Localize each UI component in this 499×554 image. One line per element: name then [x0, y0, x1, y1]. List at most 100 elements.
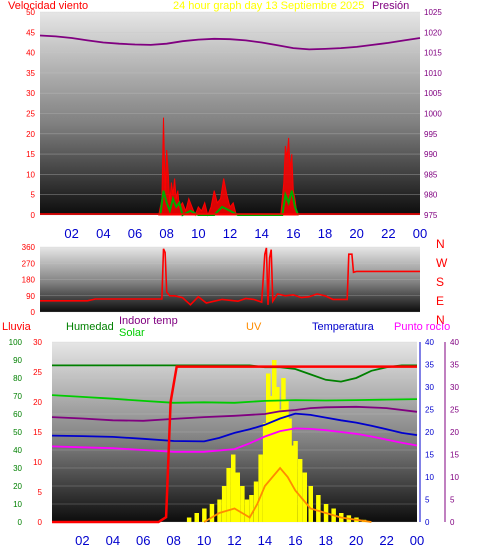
solar-bar [308, 486, 313, 522]
solar-bar [231, 454, 236, 522]
hour-tick-label: 22 [381, 226, 395, 241]
wind-gust-series [159, 190, 300, 217]
temperature-tick-label-alt: 35 [450, 361, 459, 370]
humidity-tick-label: 50 [13, 428, 22, 437]
pressure-tick-label: 995 [424, 130, 438, 139]
temperature-tick-label: 10 [425, 473, 434, 482]
hour-tick-label: 06 [136, 533, 150, 548]
solar-bar [186, 517, 192, 522]
hour-tick-label: 20 [349, 533, 363, 548]
compass-label: N [436, 237, 445, 251]
solar-bar [287, 418, 292, 522]
hour-tick-label: 00 [413, 226, 427, 241]
solar-bar [275, 387, 280, 522]
wind-tick-label: 45 [26, 28, 35, 37]
humidity-tick-label: 100 [9, 338, 23, 347]
temperature-tick-label-alt: 25 [450, 406, 459, 415]
solar-bar [293, 441, 298, 522]
solar-bar [297, 459, 303, 522]
hour-tick-label: 14 [258, 533, 272, 548]
compass-label: S [436, 275, 444, 289]
pressure-tick-label: 1005 [424, 89, 442, 98]
temperature-tick-label-alt: 30 [450, 383, 459, 392]
hour-tick-label: 00 [410, 533, 424, 548]
uv-series [203, 466, 372, 523]
pressure-axis-label: Presión [372, 0, 409, 12]
temperature-tick-label: 5 [425, 496, 430, 505]
rain-tick-label: 5 [38, 488, 43, 497]
wind-tick-label: 15 [26, 150, 35, 159]
hour-tick-label: 04 [106, 533, 120, 548]
lluvia-series [52, 365, 417, 524]
pressure-tick-label: 1010 [424, 69, 442, 78]
solar-bar [302, 472, 307, 522]
wind-tick-label: 5 [31, 191, 36, 200]
solar-bar [226, 468, 231, 522]
pressure-series [39, 34, 421, 51]
lluvia-label: Lluvia [2, 321, 32, 333]
wind-tick-label: 20 [26, 130, 35, 139]
rain-tick-label: 30 [33, 338, 42, 347]
temperature-tick-label-alt: 10 [450, 473, 459, 482]
solar-bar [278, 409, 283, 522]
pressure-tick-label: 990 [424, 150, 438, 159]
humidity-tick-label: 40 [13, 446, 22, 455]
humidity-tick-label: 70 [13, 392, 22, 401]
wind-tick-label: 35 [26, 69, 35, 78]
hour-tick-label: 06 [128, 226, 142, 241]
wind-tick-label: 25 [26, 110, 35, 119]
compass-label: E [436, 294, 444, 308]
direction-plot-ticks: 360 270 180 90 0 [22, 243, 36, 317]
humidity-tick-label: 10 [13, 500, 22, 509]
compass-label: N [436, 313, 445, 327]
temperatura-series [51, 412, 418, 443]
solar-bar [217, 499, 222, 522]
solar-bar [253, 481, 259, 522]
humidity-tick-label: 80 [13, 374, 22, 383]
temperature-tick-label-alt: 40 [450, 338, 459, 347]
rain-tick-label: 25 [33, 368, 42, 377]
hour-tick-label: 14 [254, 226, 268, 241]
temperatura-label: Temperatura [312, 321, 375, 333]
wind-plot-ticks: 5045403530252015105010251020101510101005… [26, 8, 442, 220]
solar-bar [262, 423, 268, 522]
direction-tick-label: 90 [26, 292, 35, 301]
direction-plot-series [40, 247, 420, 306]
punto_rocio-series [51, 427, 418, 453]
solar-bar [316, 495, 321, 522]
compass-label: W [436, 256, 448, 270]
hour-tick-label: 10 [191, 226, 205, 241]
pressure-tick-label: 1020 [424, 28, 442, 37]
wind-tick-label: 10 [26, 170, 35, 179]
solar-bar [202, 508, 207, 522]
punto-rocio-label: Punto rocío [394, 321, 450, 333]
rain-tick-label: 0 [38, 518, 43, 527]
chart-title: 24 hour graph day 13 Septiembre 2025 [173, 0, 364, 12]
temperature-tick-label: 0 [425, 518, 430, 527]
wind-tick-label: 0 [31, 211, 36, 220]
pressure-tick-label: 1000 [424, 110, 442, 119]
solar-bar [235, 472, 240, 522]
temperature-tick-label: 25 [425, 406, 434, 415]
hour-axis-top: 02 04 06 08 10 12 14 16 18 20 22 00 [64, 226, 427, 241]
solar-bar [266, 373, 271, 522]
rain-tick-label: 10 [33, 458, 42, 467]
hour-tick-label: 10 [197, 533, 211, 548]
hour-tick-label: 18 [319, 533, 333, 548]
direction-tick-label: 0 [31, 308, 36, 317]
hour-tick-label: 02 [64, 226, 78, 241]
wind-tick-label: 40 [26, 49, 35, 58]
solar-bar [244, 499, 250, 522]
solar-bar [281, 378, 286, 522]
hour-tick-label: 20 [349, 226, 363, 241]
solar-bar [249, 495, 254, 522]
hour-tick-label: 16 [286, 226, 300, 241]
solar-series [51, 394, 418, 404]
hour-tick-label: 16 [288, 533, 302, 548]
temperature-tick-label: 15 [425, 451, 434, 460]
temperature-tick-label: 35 [425, 361, 434, 370]
solar-label: Solar [119, 327, 145, 339]
direction-tick-label: 180 [22, 276, 36, 285]
